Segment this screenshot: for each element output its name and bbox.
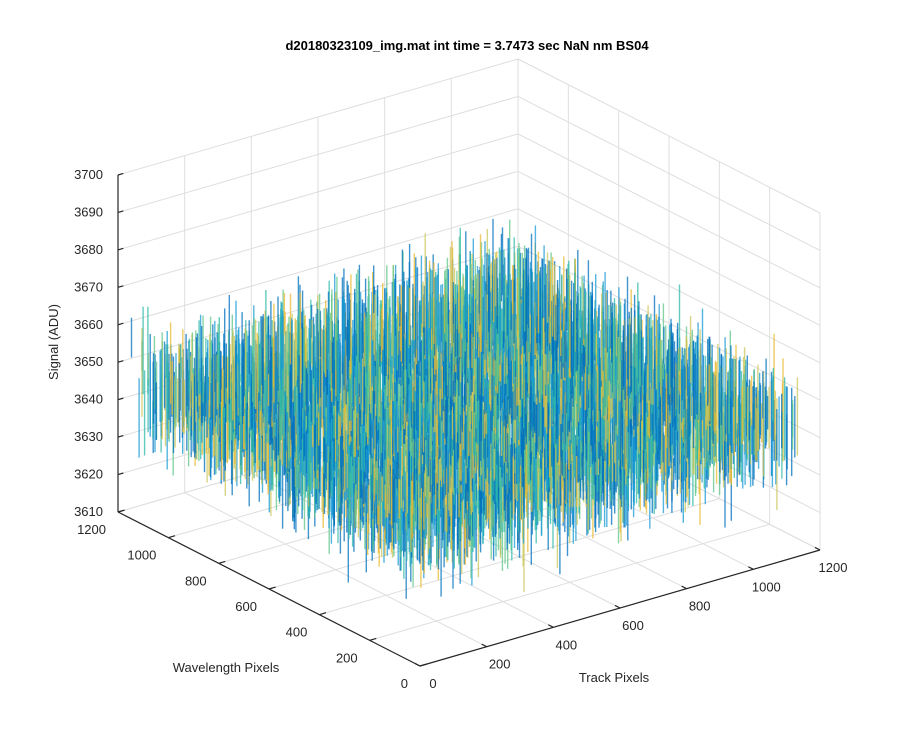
- axes: [117, 172, 821, 667]
- x-tick-label: 800: [689, 599, 711, 614]
- tick-labels: 0 200 400 600 800 1000 1200 0 200 400 600 800 1000 12…: [74, 167, 847, 691]
- x-tick-label: 400: [555, 637, 577, 652]
- grid-line-back-z: [117, 58, 519, 176]
- y-tick: [268, 586, 276, 590]
- x-tick: [414, 662, 421, 667]
- y-tick-label: 1200: [77, 522, 106, 537]
- grid-line-back-z: [117, 208, 519, 326]
- x-tick-label: 1200: [819, 560, 848, 575]
- z-tick-label: 3620: [74, 467, 103, 482]
- grid-line-right-z: [517, 170, 821, 326]
- grid-line-back-z: [117, 95, 519, 213]
- grid-line-right-z: [517, 58, 821, 214]
- x-tick-label: 1000: [752, 579, 781, 594]
- x-tick: [681, 585, 687, 590]
- y-tick-label: 400: [286, 625, 308, 640]
- grid-line-right-z: [517, 95, 821, 251]
- x-tick-label: 200: [489, 657, 511, 672]
- z-tick: [117, 285, 124, 288]
- surface-plot: [130, 218, 799, 599]
- grid-line-floor-y: [369, 523, 770, 641]
- y-tick: [218, 560, 226, 564]
- x-tick: [614, 604, 621, 609]
- y-tick-label: 1000: [127, 548, 156, 563]
- grid-line-right-z: [517, 208, 821, 364]
- x-tick-label: 600: [622, 618, 644, 633]
- x-tick: [548, 624, 554, 628]
- grid-line-back-z: [117, 170, 519, 288]
- y-tick-label: 800: [185, 573, 207, 588]
- z-tick: [117, 322, 124, 326]
- x-tick: [814, 546, 821, 551]
- z-tick-label: 3640: [74, 392, 103, 407]
- grid-line-back-z: [117, 133, 519, 251]
- z-tick: [117, 397, 124, 401]
- y-tick-label: 200: [336, 650, 358, 665]
- y-tick: [369, 637, 377, 641]
- z-tick: [117, 360, 124, 363]
- x-tick: [748, 566, 754, 570]
- z-tick-label: 3630: [74, 429, 103, 444]
- z-tick: [117, 172, 124, 176]
- z-tick: [117, 472, 124, 476]
- z-tick: [117, 210, 124, 214]
- y-tick: [168, 535, 176, 539]
- x-tick-label: 0: [429, 676, 436, 691]
- z-tick-label: 3610: [74, 504, 103, 519]
- z-tick-label: 3650: [74, 354, 103, 369]
- y-tick-label: 0: [401, 676, 408, 691]
- y-tick-label: 600: [235, 599, 257, 614]
- x-tick: [481, 643, 487, 648]
- grid-line-right-z: [517, 133, 821, 289]
- z-tick: [117, 434, 124, 438]
- z-tick: [117, 247, 124, 251]
- y-tick: [419, 663, 427, 667]
- y-tick: [319, 612, 327, 616]
- z-tick: [117, 509, 124, 513]
